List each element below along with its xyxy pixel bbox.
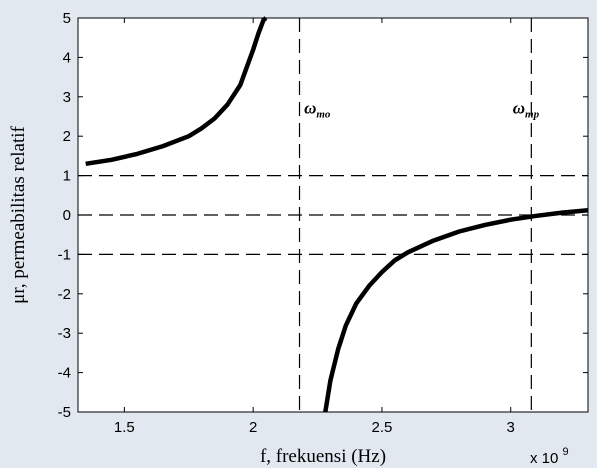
y-tick-label: -2 [58,286,71,303]
x-axis-multiplier: x 10 9 [530,446,569,467]
x-ticks: 1.5 2 2.5 3 [114,18,515,436]
x-tick-label: 3 [507,419,515,436]
omega-subscript: mp [525,109,540,121]
omega-symbol: ω [513,99,525,118]
x-tick-label: 1.5 [114,419,135,436]
x-axis-multiplier-exponent: 9 [563,446,569,458]
y-tick-label: -5 [58,404,71,421]
curve-left-branch [85,16,268,167]
y-tick-label: 3 [63,89,71,106]
y-tick-label: -3 [58,325,71,342]
y-tick-label: 0 [63,207,71,224]
data-curves [85,16,589,413]
x-tick-label: 2.5 [372,419,393,436]
y-ticks: 5 4 3 2 1 0 -1 -2 -3 -4 -5 [58,10,588,421]
omega-annotation: ωmp [513,99,540,121]
x-tick-label: 2 [249,419,257,436]
y-tick-label: 1 [63,168,71,185]
y-axis-label: μr, permeabilitas relatif [8,125,29,303]
x-axis-label: f, frekuensi (Hz) [260,446,386,467]
y-tick-label: -1 [58,246,71,263]
omega-subscript: mo [316,109,331,121]
curve-right-branch [323,208,589,413]
omega-annotation: ωmo [304,99,331,121]
omega-symbol: ω [304,99,316,118]
y-tick-label: 2 [63,128,71,145]
y-tick-label: 4 [63,49,71,66]
y-tick-label: 5 [63,10,71,27]
x-axis-multiplier-base: x 10 [530,450,558,467]
y-tick-label: -4 [58,365,71,382]
annotations: ωmo ωmp [304,99,539,121]
